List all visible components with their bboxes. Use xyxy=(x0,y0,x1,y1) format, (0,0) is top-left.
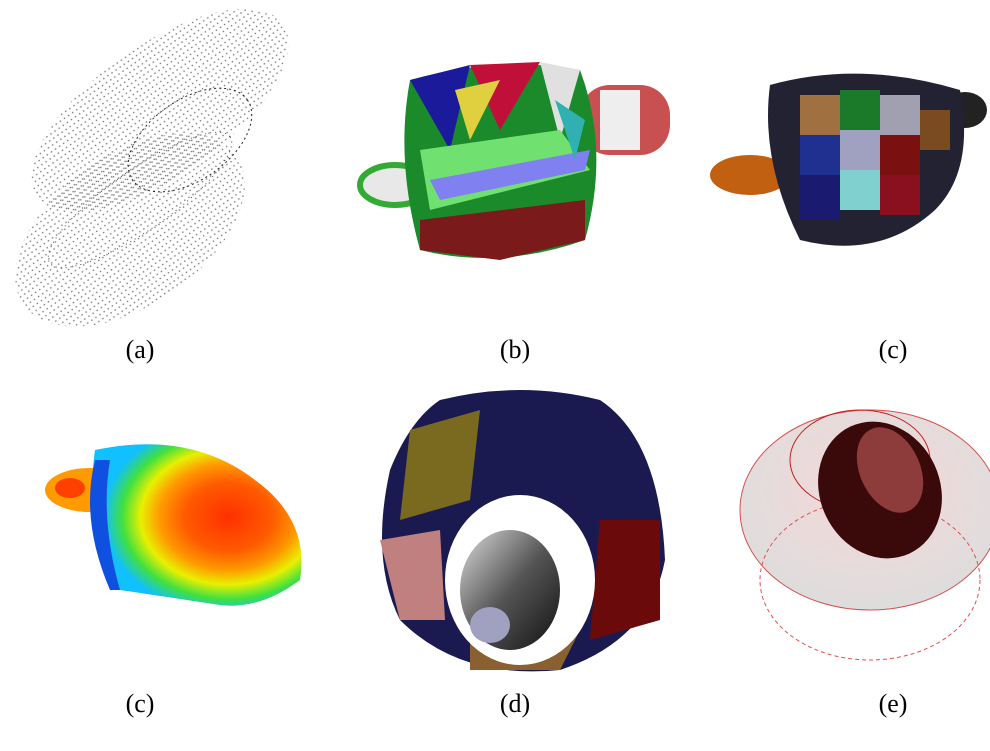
panel-label: (d) xyxy=(500,689,530,718)
panel-label: (b) xyxy=(500,335,530,364)
panel-d-image xyxy=(380,390,665,672)
panel-a-image xyxy=(15,8,289,327)
panel-label: (c) xyxy=(879,335,908,364)
panel-label: (a) xyxy=(126,335,155,364)
panel-label: (e) xyxy=(879,689,908,718)
panel-label: (c) xyxy=(126,689,155,718)
panel-c-image xyxy=(710,73,987,246)
panel-e-image xyxy=(739,409,990,661)
panel-b-image xyxy=(357,62,670,260)
panel-c2-image xyxy=(45,444,302,606)
